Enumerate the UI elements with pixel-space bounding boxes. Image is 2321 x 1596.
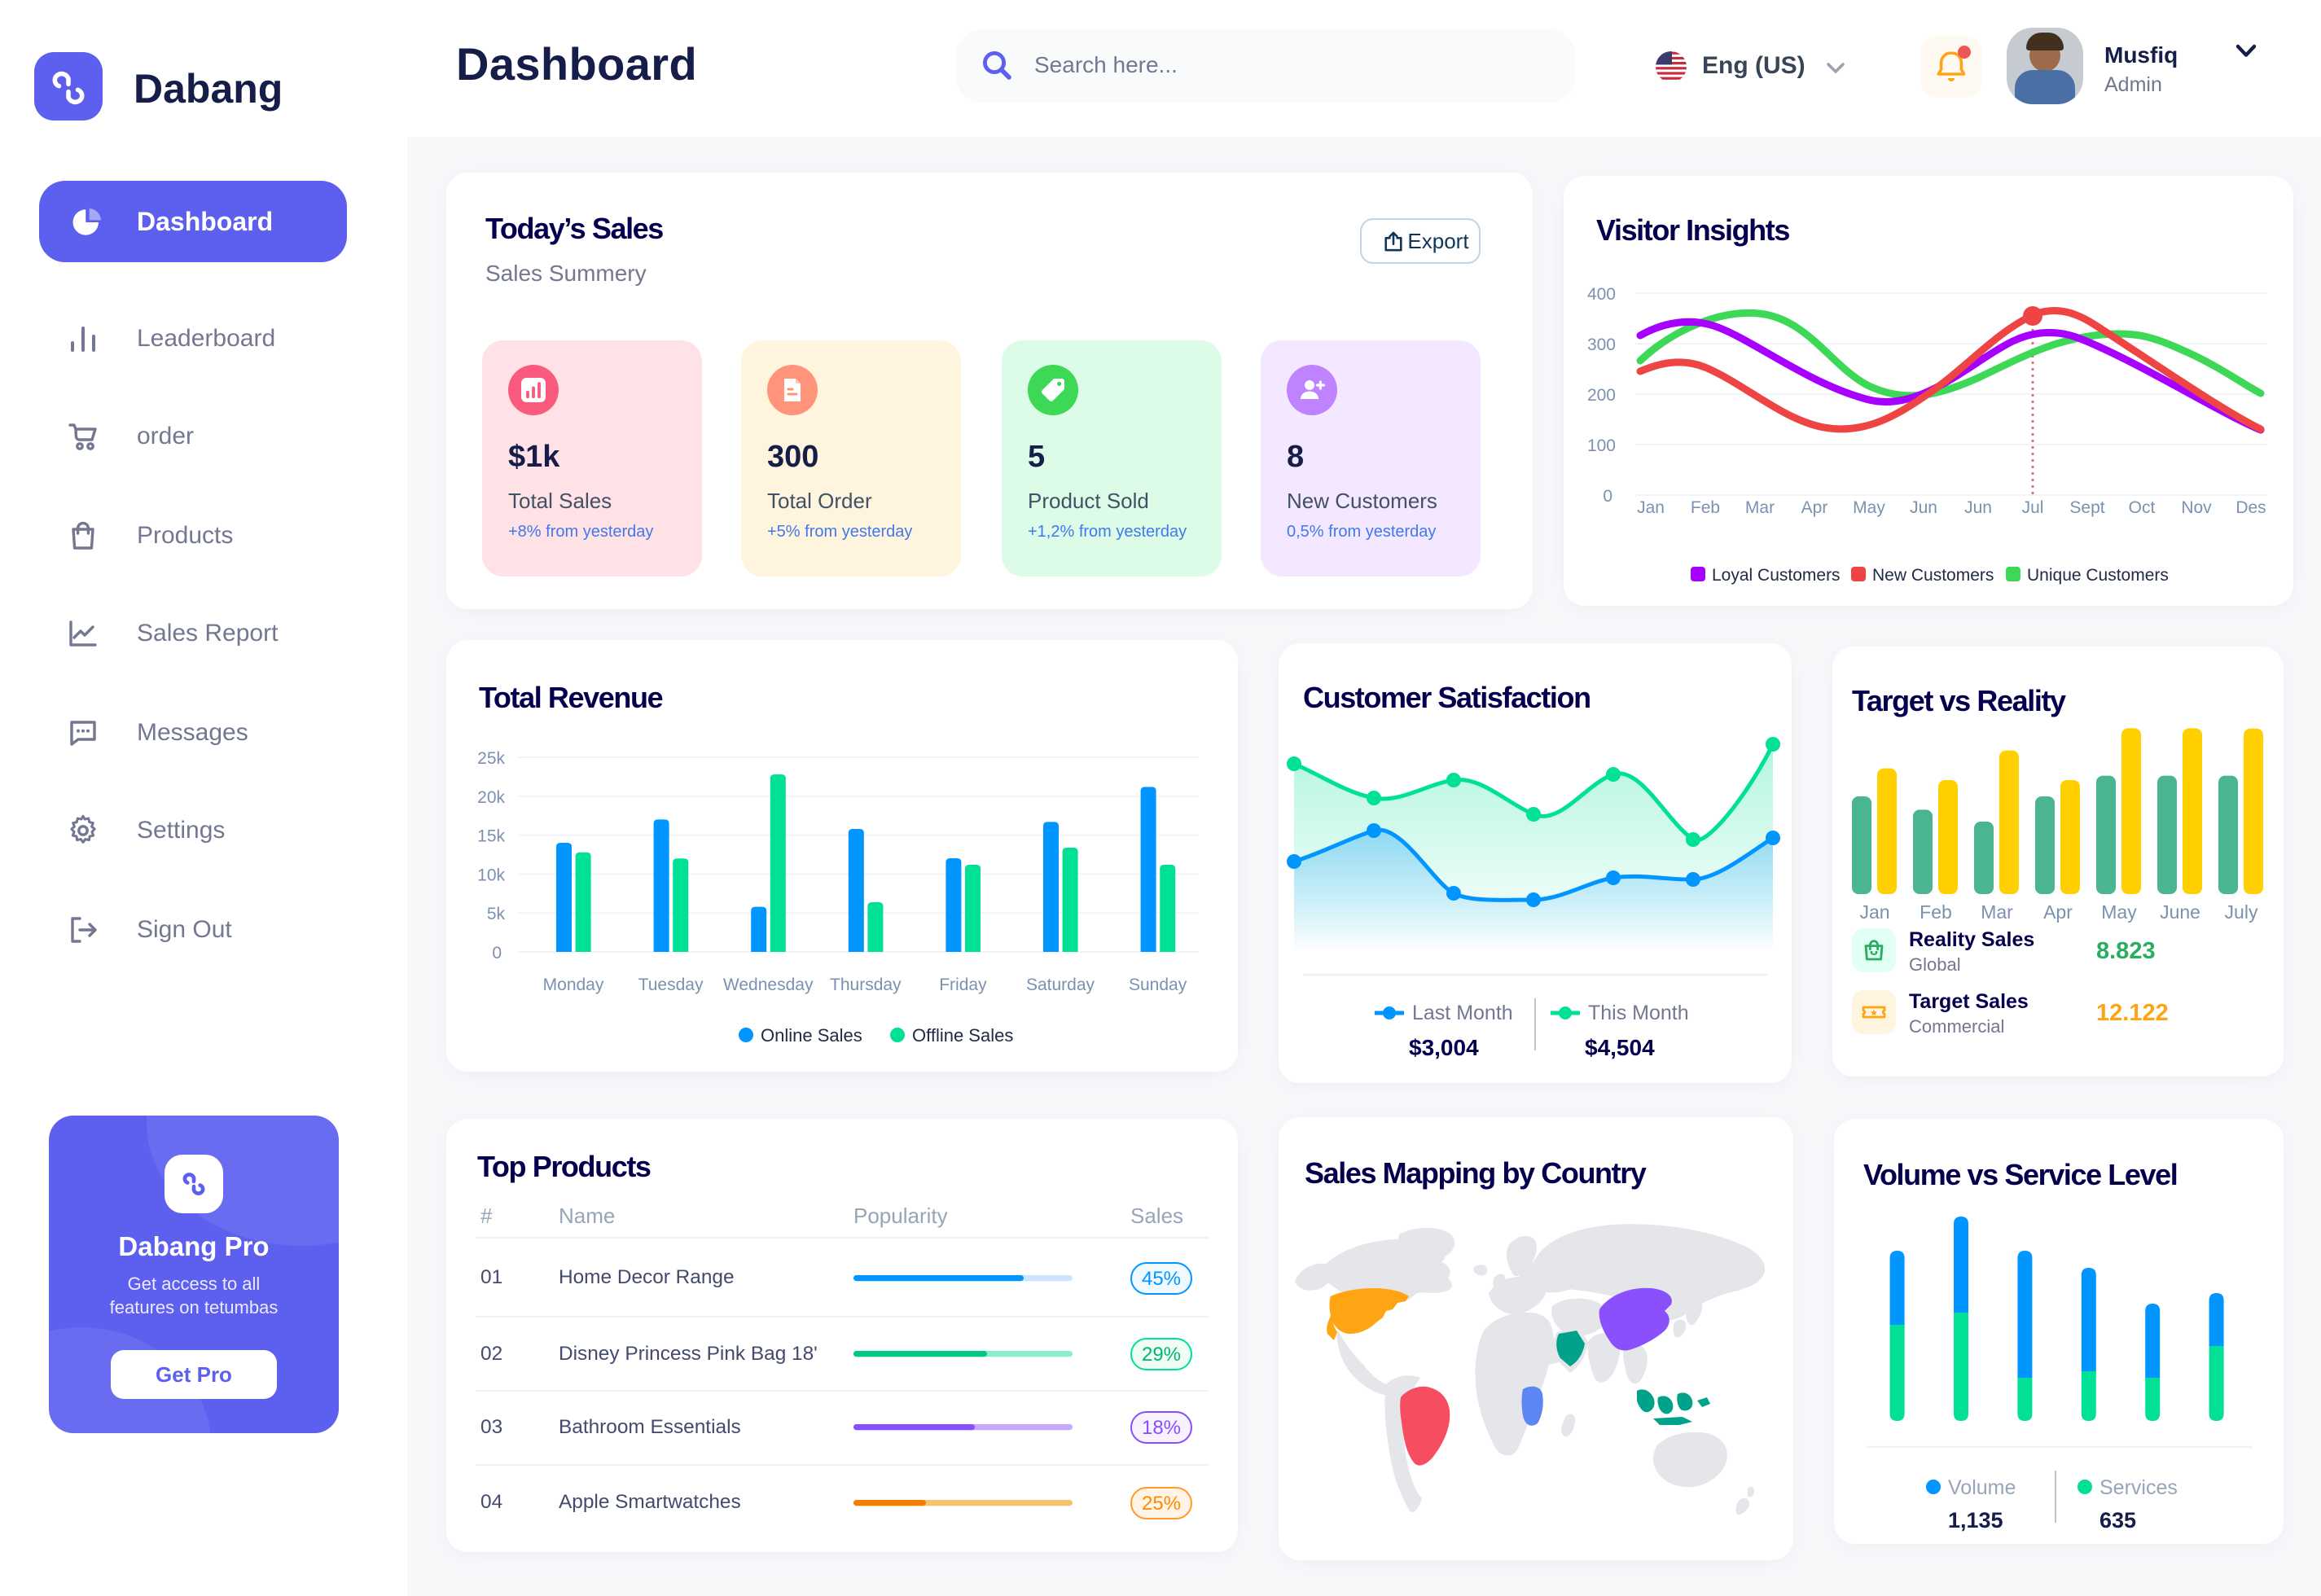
svg-text:200: 200 <box>1587 386 1616 405</box>
svg-text:Mar: Mar <box>1745 498 1775 517</box>
svg-text:Online Sales: Online Sales <box>761 1025 862 1046</box>
svg-text:03: 03 <box>480 1416 502 1438</box>
svg-text:June: June <box>2160 901 2200 923</box>
svg-text:Jun: Jun <box>1910 498 1937 517</box>
svg-text:Jun: Jun <box>1964 498 1992 517</box>
svg-text:Disney Princess Pink Bag 18': Disney Princess Pink Bag 18' <box>559 1343 818 1365</box>
svg-text:0: 0 <box>1603 487 1612 506</box>
svg-text:5k: 5k <box>487 905 506 923</box>
svg-text:01: 01 <box>480 1266 502 1288</box>
svg-text:July: July <box>2225 901 2258 923</box>
svg-text:Oct: Oct <box>2129 498 2156 517</box>
svg-text:Des: Des <box>2235 498 2266 517</box>
svg-text:Mar: Mar <box>1981 901 2013 923</box>
svg-text:Monday: Monday <box>543 976 604 994</box>
svg-text:Jan: Jan <box>1637 498 1665 517</box>
svg-text:18%: 18% <box>1142 1417 1181 1439</box>
svg-text:Apr: Apr <box>1801 498 1828 517</box>
svg-text:04: 04 <box>480 1491 502 1513</box>
svg-text:This Month: This Month <box>1588 1002 1689 1024</box>
svg-text:Apple Smartwatches: Apple Smartwatches <box>559 1491 741 1513</box>
svg-text:0: 0 <box>492 944 502 962</box>
svg-text:10k: 10k <box>477 866 505 884</box>
svg-text:$4,504: $4,504 <box>1585 1035 1655 1060</box>
svg-text:100: 100 <box>1587 436 1616 455</box>
svg-text:400: 400 <box>1587 285 1616 304</box>
svg-text:Apr: Apr <box>2043 901 2073 923</box>
svg-text:Tuesday: Tuesday <box>638 976 704 994</box>
svg-text:Feb: Feb <box>1920 901 1952 923</box>
svg-text:Thursday: Thursday <box>830 976 902 994</box>
svg-text:29%: 29% <box>1142 1344 1181 1366</box>
svg-text:Bathroom Essentials: Bathroom Essentials <box>559 1416 741 1438</box>
svg-text:Nov: Nov <box>2181 498 2212 517</box>
svg-text:Sept: Sept <box>2069 498 2104 517</box>
svg-text:635: 635 <box>2099 1508 2136 1532</box>
svg-text:25k: 25k <box>477 749 505 768</box>
svg-text:300: 300 <box>1587 335 1616 354</box>
svg-text:$3,004: $3,004 <box>1409 1035 1479 1060</box>
svg-text:Volume: Volume <box>1948 1476 2016 1499</box>
svg-text:Sunday: Sunday <box>1129 976 1187 994</box>
svg-text:Wednesday: Wednesday <box>723 976 814 994</box>
svg-text:Home Decor Range: Home Decor Range <box>559 1266 735 1288</box>
svg-text:15k: 15k <box>477 827 505 846</box>
svg-text:25%: 25% <box>1142 1493 1181 1515</box>
svg-text:Unique Customers: Unique Customers <box>2027 566 2169 585</box>
svg-text:Loyal Customers: Loyal Customers <box>1712 566 1841 585</box>
svg-text:Last Month: Last Month <box>1412 1002 1513 1024</box>
svg-text:1,135: 1,135 <box>1948 1508 2003 1532</box>
svg-text:Feb: Feb <box>1691 498 1720 517</box>
svg-text:Services: Services <box>2099 1476 2178 1499</box>
svg-text:02: 02 <box>480 1343 502 1365</box>
svg-text:Jul: Jul <box>2022 498 2044 517</box>
svg-text:45%: 45% <box>1142 1268 1181 1290</box>
svg-text:Offline Sales: Offline Sales <box>912 1025 1013 1046</box>
svg-text:Saturday: Saturday <box>1026 976 1095 994</box>
svg-text:May: May <box>1853 498 1885 517</box>
svg-text:Jan: Jan <box>1859 901 1889 923</box>
svg-text:20k: 20k <box>477 788 505 807</box>
svg-text:May: May <box>2101 901 2137 923</box>
svg-text:Friday: Friday <box>939 976 987 994</box>
svg-text:New Customers: New Customers <box>1872 566 1994 585</box>
